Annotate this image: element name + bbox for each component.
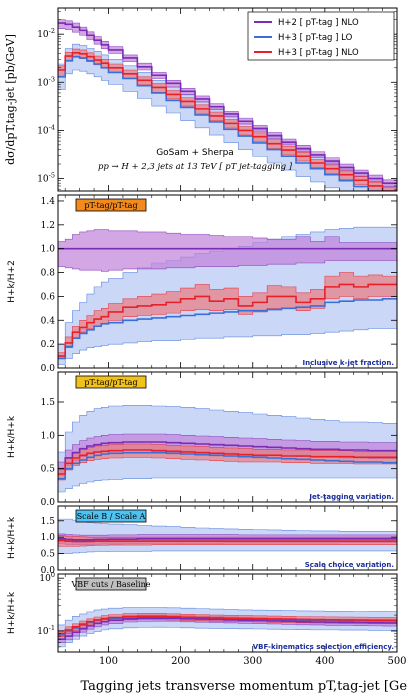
ratio-box-label-bg [75, 198, 147, 212]
ratio-box-label: pT-tag/pT-tag [84, 378, 137, 387]
panel-top: 10-2 10-3 10-4 10-5 dσ/dpT,tag-jet [pb/GeV] H… [4, 7, 398, 192]
y-axis-label: H+k/H+k [7, 415, 17, 458]
panel-plot-area [58, 19, 397, 191]
series-line-0 [58, 617, 397, 640]
legend-entry: H+2 [ pT-tag ] NLO [278, 18, 359, 28]
panel-note: Scale choice variation. [305, 561, 394, 569]
band-1 [58, 607, 397, 648]
y-tick-label: 0.6 [41, 292, 56, 302]
x-tick-label: 400 [315, 656, 334, 667]
y-tick-exponent: -1 [49, 624, 55, 632]
x-tick-label: 300 [243, 656, 262, 667]
x-tick-label: 500 [387, 656, 406, 667]
x-tick-label: 100 [99, 656, 118, 667]
y-tick-label: 1.0 [41, 245, 56, 255]
band-2 [58, 272, 397, 359]
y-tick-label: 10-5 [37, 172, 55, 185]
y-tick-exponent: 0 [51, 571, 55, 579]
series-line-1 [58, 55, 397, 191]
annotation-generator: GoSam + Sherpa [156, 148, 234, 158]
panel-frame [57, 505, 398, 571]
y-tick-label: 0.0 [41, 364, 56, 374]
ratio-box-label: VBF cuts / Baseline [71, 580, 151, 589]
series-line-2 [58, 52, 397, 191]
y-tick-label: 1.5 [41, 517, 56, 527]
x-axis-label: Tagging jets transverse momentum pT,tag-… [81, 679, 407, 694]
y-axis-label: H+k/H+k [7, 516, 17, 559]
y-tick-label: 0.2 [41, 340, 55, 350]
series-line-0 [58, 538, 397, 541]
panel-note: Inclusive k-jet fraction. [303, 359, 395, 367]
y-tick-label: 10-3 [37, 75, 55, 88]
y-tick-label: 10-1 [37, 624, 55, 637]
panel-note: VBF-kinematics selection efficiency. [253, 643, 394, 651]
y-tick-label: 1.0 [41, 533, 56, 543]
legend-entry: H+3 [ pT-tag ] NLO [278, 48, 359, 58]
panel-plot-area [58, 405, 397, 493]
panel-ratio-4: 100 10-1 H+k/H+k VBF cuts / Baseline VBF-kin… [7, 571, 407, 667]
panel-note: Jet-tagging variation. [308, 493, 394, 501]
ratio-box-label: pT-tag/pT-tag [84, 201, 137, 210]
ratio-box-label-bg [75, 509, 147, 523]
panel-plot-area [58, 226, 397, 365]
y-tick-label: 1.0 [41, 431, 56, 441]
legend-box [247, 11, 395, 61]
series-line-1 [58, 298, 397, 360]
y-tick-label: 1.5 [41, 398, 56, 408]
y-axis-label: dσ/dpT,tag-jet [pb/GeV] [4, 34, 17, 165]
y-axis-label: H+k/H+k [7, 591, 17, 634]
y-tick-label: 1.2 [41, 221, 55, 231]
ratio-box-label: Scale B / Scale A [77, 512, 146, 521]
series-line-2 [58, 615, 397, 635]
band-0 [58, 229, 397, 272]
panel-frame [57, 7, 398, 192]
y-tick-label: 0.5 [41, 550, 56, 560]
series-line-1 [58, 451, 397, 480]
y-tick-label: 0.4 [41, 316, 56, 326]
panel-plot-area [58, 607, 397, 648]
y-tick-exponent: -3 [49, 75, 55, 83]
y-tick-label: 0.0 [41, 498, 56, 508]
y-tick-label: 0.5 [41, 465, 56, 475]
series-line-2 [58, 539, 397, 543]
y-tick-label: 10-4 [37, 123, 55, 136]
series-line-0 [58, 441, 397, 470]
series-line-2 [58, 283, 397, 357]
panel-frame [57, 371, 398, 503]
y-tick-label: 0.0 [41, 566, 56, 576]
panel-frame [57, 194, 398, 369]
ratio-box-label-bg [75, 577, 147, 591]
panel-frame [57, 573, 398, 653]
y-tick-exponent: -5 [49, 172, 55, 180]
y-tick-label: 0.8 [41, 269, 56, 279]
legend-entry: H+3 [ pT-tag ] LO [278, 33, 353, 43]
y-tick-exponent: -2 [49, 27, 55, 35]
panel-ratio-1: 0.0 0.2 0.4 0.6 0.8 1.0 1.2 1.4 H+k/H+2 pT-tag/pT… [7, 194, 398, 374]
y-tick-exponent: -4 [49, 123, 55, 131]
series-line-2 [58, 449, 397, 475]
x-tick-label: 200 [171, 656, 190, 667]
annotation-process: pp → H + 2,3 jets at 13 TeV [ pT jet-tag… [98, 162, 293, 172]
panel-plot-area [58, 518, 397, 554]
series-line-0 [58, 22, 397, 184]
ratio-box-label-bg [75, 375, 147, 389]
y-tick-label: 10-2 [37, 27, 55, 40]
panel-ratio-3: 0.0 0.5 1.0 1.5 H+k/H+k Scale B / Scale A Scal… [7, 505, 398, 576]
y-axis-label: H+k/H+2 [7, 260, 17, 303]
panel-ratio-2: 0.0 0.5 1.0 1.5 H+k/H+k pT-tag/pT-tag Jet-tagg… [7, 371, 398, 508]
y-tick-label: 1.4 [41, 197, 56, 207]
